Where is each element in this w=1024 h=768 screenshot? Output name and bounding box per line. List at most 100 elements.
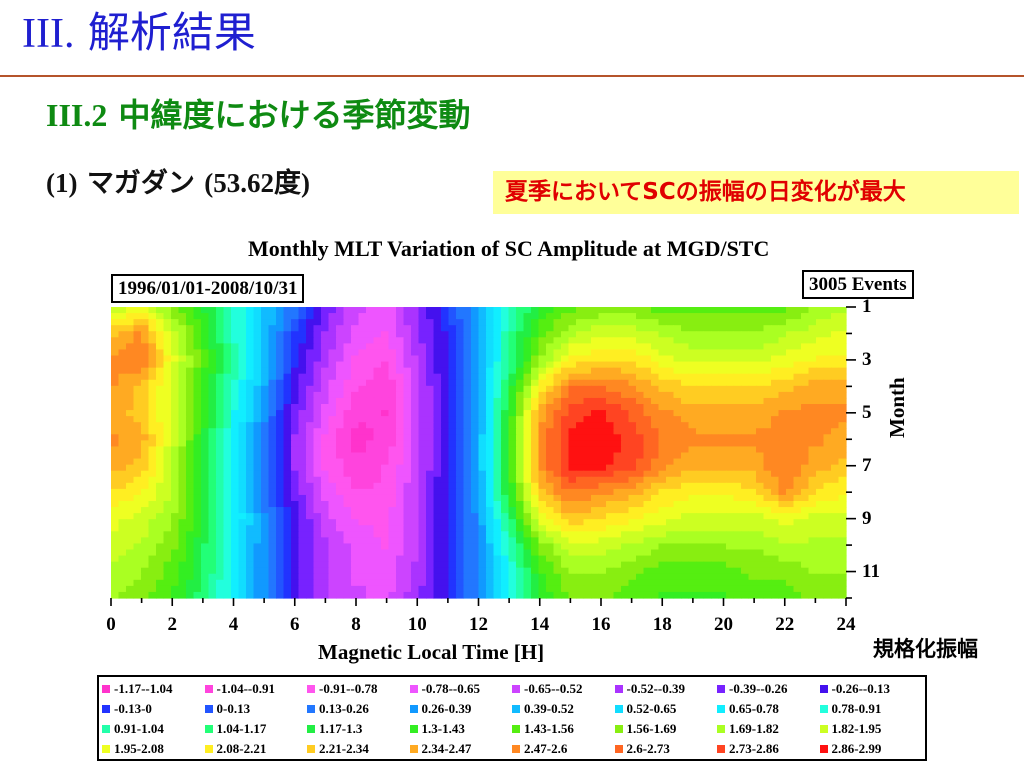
heatmap-cell	[501, 531, 510, 538]
heatmap-cell	[583, 452, 592, 460]
heatmap-cell	[591, 573, 600, 581]
heatmap-cell	[508, 470, 517, 478]
legend-swatch	[409, 725, 418, 733]
heatmap-cell	[606, 482, 615, 490]
heatmap-cell	[358, 325, 367, 332]
heatmap-cell	[748, 307, 757, 314]
heatmap-cell	[306, 555, 315, 563]
heatmap-cell	[186, 452, 195, 460]
heatmap-cell	[178, 319, 187, 326]
heatmap-cell	[246, 349, 255, 357]
heatmap-cell	[718, 319, 727, 326]
heatmap-cell	[253, 567, 262, 575]
heatmap-cell	[223, 446, 232, 454]
heatmap-cell	[831, 501, 840, 508]
heatmap-cell	[508, 494, 517, 502]
heatmap-cell	[576, 585, 585, 593]
heatmap-cell	[771, 422, 780, 429]
heatmap-cell	[696, 422, 705, 429]
heatmap-cell	[366, 549, 375, 557]
heatmap-cell	[583, 543, 592, 551]
heatmap-cell	[718, 494, 727, 502]
heatmap-cell	[141, 331, 150, 338]
heatmap-cell	[448, 519, 457, 526]
heatmap-cell	[238, 567, 247, 575]
heatmap-cell	[838, 361, 847, 369]
heatmap-cell	[531, 325, 540, 332]
heatmap-cell	[576, 397, 585, 405]
heatmap-cell	[801, 404, 810, 411]
heatmap-cell	[388, 513, 397, 520]
heatmap-cell	[411, 470, 420, 478]
heatmap-cell	[756, 440, 765, 448]
heatmap-cell	[163, 331, 172, 338]
heatmap-cell	[193, 507, 202, 514]
heatmap-cell	[366, 404, 375, 411]
heatmap-cell	[816, 404, 825, 411]
heatmap-cell	[561, 397, 570, 405]
heatmap-cell	[186, 397, 195, 405]
heatmap-cell	[388, 452, 397, 460]
heatmap-cell	[456, 446, 465, 454]
heatmap-cell	[298, 391, 307, 399]
heatmap-cell	[418, 476, 427, 484]
heatmap-cell	[583, 349, 592, 357]
heatmap-cell	[816, 561, 825, 569]
heatmap-cell	[561, 337, 570, 344]
heatmap-cell	[711, 416, 720, 423]
heatmap-cell	[463, 307, 472, 314]
heatmap-cell	[388, 591, 397, 599]
heatmap-cell	[246, 543, 255, 551]
heatmap-cell	[501, 379, 510, 387]
heatmap-cell	[306, 434, 315, 441]
heatmap-cell	[816, 537, 825, 545]
heatmap-cell	[726, 440, 735, 448]
heatmap-cell	[156, 416, 165, 423]
heatmap-cell	[696, 543, 705, 551]
heatmap-cell	[771, 361, 780, 369]
heatmap-cell	[418, 397, 427, 405]
heatmap-cell	[366, 391, 375, 399]
heatmap-cell	[448, 537, 457, 545]
heatmap-cell	[538, 452, 547, 460]
heatmap-cell	[148, 379, 157, 387]
heatmap-cell	[531, 349, 540, 357]
heatmap-cell	[298, 319, 307, 326]
heatmap-cell	[306, 507, 315, 514]
heatmap-cell	[276, 585, 285, 593]
heatmap-cell	[238, 440, 247, 448]
heatmap-cell	[816, 452, 825, 460]
heatmap-cell	[351, 476, 360, 484]
heatmap-cell	[373, 313, 382, 320]
heatmap-cell	[793, 355, 802, 363]
heatmap-cell	[763, 476, 772, 484]
heatmap-cell	[343, 410, 352, 417]
heatmap-cell	[238, 397, 247, 405]
heatmap-cell	[156, 325, 165, 332]
heatmap-cell	[373, 391, 382, 399]
heatmap-cell	[718, 343, 727, 351]
heatmap-cell	[801, 507, 810, 514]
heatmap-cell	[583, 476, 592, 484]
color-legend: -1.17--1.04 -1.04--0.91 -0.91--0.78 -0.78--…	[97, 675, 927, 761]
heatmap-cell	[276, 501, 285, 508]
heatmap-cell	[523, 555, 532, 563]
heatmap-cell	[441, 337, 450, 344]
heatmap-cell	[583, 488, 592, 496]
heatmap-cell	[696, 385, 705, 393]
heatmap-cell	[546, 482, 555, 490]
heatmap-cell	[313, 428, 322, 435]
heatmap-cell	[771, 567, 780, 575]
heatmap-cell	[711, 537, 720, 545]
heatmap-cell	[741, 513, 750, 520]
heatmap-cell	[823, 513, 832, 520]
heatmap-cell	[628, 319, 637, 326]
heatmap-cell	[186, 343, 195, 351]
heatmap-cell	[433, 337, 442, 344]
heatmap-cell	[576, 319, 585, 326]
heatmap-cell	[321, 313, 330, 320]
heatmap-cell	[418, 543, 427, 551]
heatmap-cell	[246, 391, 255, 399]
heatmap-cell	[831, 482, 840, 490]
heatmap-cell	[703, 446, 712, 454]
